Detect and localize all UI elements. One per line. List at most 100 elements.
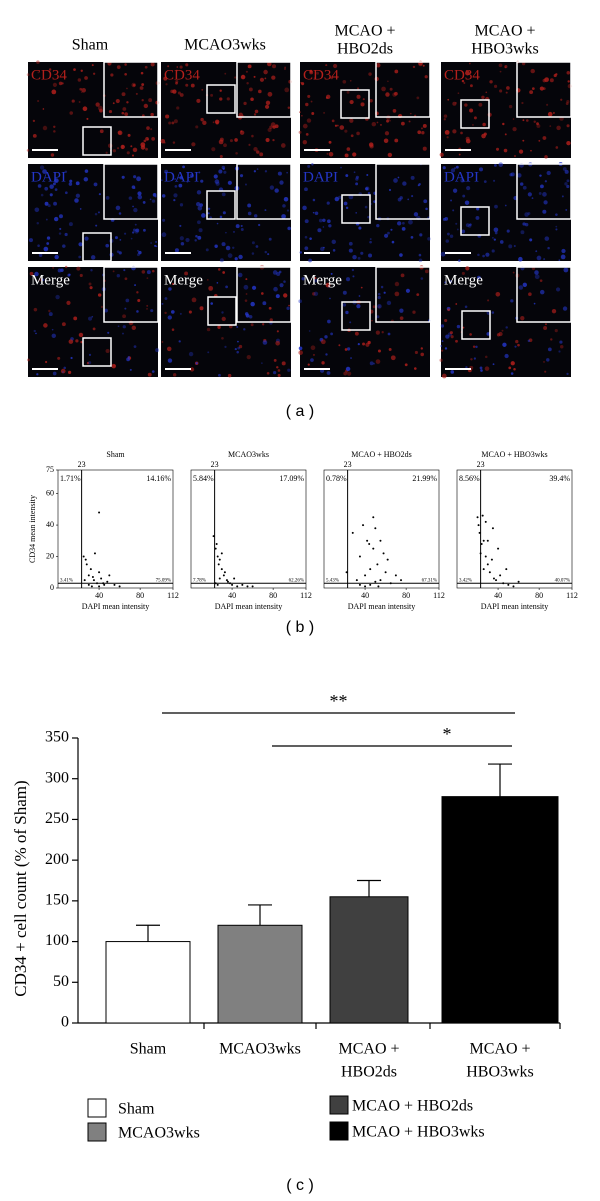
cell-signal: [42, 169, 47, 174]
cell-signal: [54, 178, 59, 183]
point: [96, 582, 99, 585]
cell-signal: [494, 204, 498, 209]
cell-signal: [540, 184, 544, 189]
cell-signal: [141, 270, 146, 274]
cell-signal: [358, 295, 361, 297]
cell-signal: [71, 99, 75, 103]
cell-signal: [443, 114, 448, 118]
inset: [236, 163, 292, 220]
cell-signal: [262, 301, 267, 306]
cell-signal: [328, 151, 334, 157]
cell-signal: [124, 72, 127, 76]
cell-signal: [272, 138, 275, 142]
cell-signal: [515, 339, 519, 344]
cell-signal: [222, 211, 226, 215]
cell-signal: [52, 266, 55, 269]
cell-signal: [36, 221, 40, 225]
cell-signal: [70, 356, 73, 360]
cell-signal: [491, 311, 495, 314]
cell-signal: [176, 106, 180, 110]
cell-signal: [234, 257, 238, 261]
cell-signal: [371, 319, 373, 322]
cell-signal: [330, 272, 333, 275]
cell-signal: [131, 231, 135, 234]
cell-signal: [197, 206, 203, 211]
column-header: MCAO +: [474, 23, 535, 40]
cell-signal: [439, 358, 443, 362]
cell-signal: [95, 102, 100, 107]
cell-signal: [349, 99, 354, 105]
cell-signal: [281, 214, 286, 219]
cell-signal: [99, 129, 104, 134]
cell-signal: [530, 149, 532, 152]
cell-signal: [201, 88, 204, 91]
cell-signal: [280, 143, 286, 148]
cell-signal: [240, 74, 246, 80]
x-tick-label: 40: [361, 591, 369, 600]
cell-signal: [360, 251, 364, 255]
column-header: MCAO +: [334, 23, 395, 40]
cell-signal: [514, 155, 516, 157]
cell-signal: [273, 286, 278, 292]
cell-signal: [331, 239, 336, 245]
point: [488, 571, 491, 574]
cell-signal: [168, 287, 172, 291]
cell-signal: [105, 243, 110, 248]
cell-signal: [221, 316, 226, 321]
cell-signal: [143, 228, 146, 232]
cell-signal: [564, 169, 569, 174]
cell-signal: [449, 331, 453, 335]
cell-signal: [461, 79, 465, 83]
cell-signal: [221, 336, 224, 340]
cell-signal: [493, 84, 498, 88]
cell-signal: [272, 371, 277, 375]
point: [113, 583, 116, 586]
cell-signal: [350, 357, 352, 359]
cell-signal: [76, 266, 81, 271]
cell-signal: [452, 188, 458, 193]
cell-signal: [84, 169, 89, 173]
y-tick-label: 200: [45, 851, 69, 868]
cell-signal: [442, 217, 446, 221]
cell-signal: [125, 298, 130, 303]
cell-signal: [298, 350, 303, 355]
cell-signal: [35, 332, 37, 335]
cell-signal: [150, 128, 153, 131]
cell-signal: [453, 167, 457, 170]
cell-signal: [344, 348, 348, 351]
cell-signal: [352, 152, 357, 157]
cell-signal: [518, 285, 524, 290]
cell-signal: [411, 195, 414, 198]
cell-signal: [510, 299, 514, 303]
cell-signal: [53, 216, 59, 222]
cell-signal: [377, 295, 381, 300]
cell-signal: [393, 178, 398, 183]
cell-signal: [50, 153, 55, 157]
roi-box: [460, 206, 490, 236]
cell-signal: [234, 76, 237, 79]
cell-signal: [29, 271, 34, 276]
cell-signal: [441, 340, 444, 342]
row-label: DAPI: [164, 169, 199, 185]
cell-signal: [524, 212, 529, 217]
cell-signal: [279, 283, 284, 288]
cell-signal: [253, 113, 257, 116]
cell-signal: [559, 340, 563, 344]
cell-signal: [172, 141, 176, 144]
cell-signal: [244, 312, 249, 316]
cell-signal: [134, 284, 136, 287]
cell-signal: [34, 207, 40, 213]
point: [98, 585, 101, 588]
cell-signal: [161, 341, 164, 343]
cell-signal: [381, 86, 386, 92]
cell-signal: [69, 111, 74, 115]
cell-signal: [376, 63, 381, 68]
cell-signal: [146, 126, 150, 130]
cell-signal: [254, 109, 259, 114]
point: [218, 558, 221, 561]
cell-signal: [237, 272, 243, 278]
cell-signal: [219, 215, 223, 219]
inset: [375, 163, 431, 220]
cell-signal: [440, 251, 446, 257]
point: [225, 579, 228, 582]
